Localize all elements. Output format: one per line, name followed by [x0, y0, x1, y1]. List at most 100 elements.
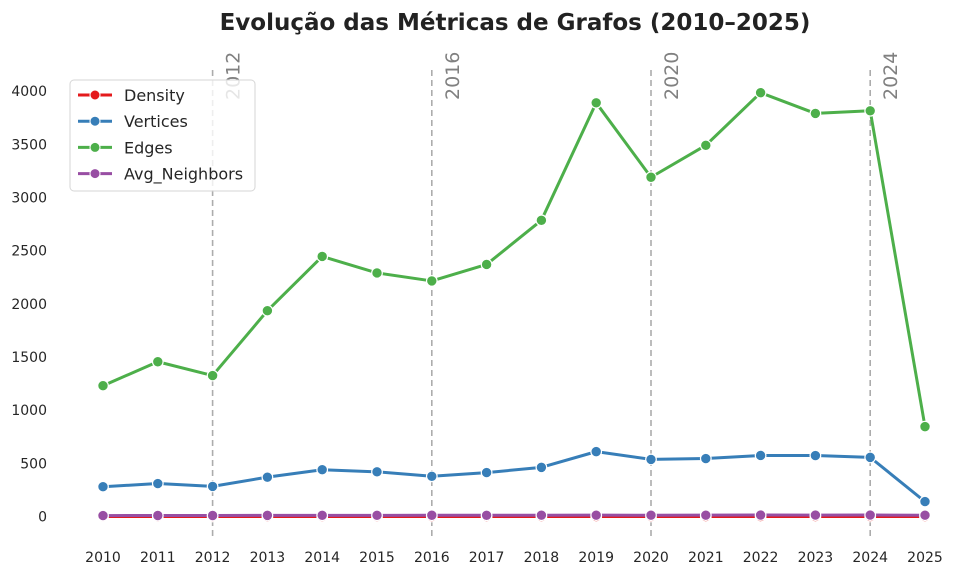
series-layer — [97, 86, 931, 523]
point-vertices-2018 — [535, 461, 548, 474]
series-avg-neighbors — [97, 509, 931, 522]
x-tick-label-2013: 2013 — [250, 550, 286, 566]
point-avg-neighbors-2020 — [645, 509, 657, 522]
point-vertices-2021 — [699, 452, 712, 465]
point-vertices-2011 — [151, 477, 164, 490]
y-axis: 0 500 1000 1500 2000 2500 3000 3500 4000 — [11, 84, 47, 525]
point-avg-neighbors-2016 — [425, 509, 438, 522]
point-avg-neighbors-2013 — [261, 509, 274, 522]
x-axis: 2010 2011 2012 2013 2014 2015 2016 2017 2018 2019… — [85, 550, 943, 566]
point-vertices-2025 — [919, 495, 931, 508]
x-tick-label-2020: 2020 — [633, 550, 669, 566]
point-avg-neighbors-2011 — [151, 509, 164, 522]
point-edges-2013 — [261, 304, 274, 317]
point-avg-neighbors-2021 — [699, 509, 712, 522]
x-tick-label-2012: 2012 — [195, 550, 231, 566]
point-vertices-2015 — [371, 465, 383, 478]
series-line-edges — [101, 91, 927, 429]
point-vertices-2020 — [645, 453, 657, 466]
y-tick-label-3500: 3500 — [11, 137, 47, 153]
point-vertices-2013 — [261, 471, 274, 484]
point-edges-2018 — [535, 214, 548, 227]
point-vertices-2022 — [754, 449, 767, 462]
legend-label-edges: Edges — [124, 138, 173, 157]
x-tick-label-2016: 2016 — [414, 550, 450, 566]
point-edges-2016 — [425, 275, 438, 287]
point-edges-2015 — [371, 267, 383, 279]
legend-item-avg-neighbors: Avg_Neighbors — [78, 165, 243, 185]
point-avg-neighbors-2017 — [480, 509, 493, 522]
legend-label-avg-neighbors: Avg_Neighbors — [124, 165, 243, 185]
y-tick-label-4000: 4000 — [11, 84, 47, 100]
point-vertices-2019 — [590, 445, 603, 458]
x-tick-label-2015: 2015 — [359, 550, 395, 566]
legend-swatch-marker-edges — [89, 141, 101, 153]
reference-lines: 2012 2016 2020 2024 — [211, 52, 902, 538]
x-tick-label-2025: 2025 — [907, 550, 943, 566]
x-tick-label-2017: 2017 — [469, 550, 505, 566]
point-edges-2025 — [919, 420, 931, 433]
legend-swatch-marker-vertices — [89, 115, 101, 127]
y-tick-label-500: 500 — [20, 456, 47, 472]
vline-label-2024: 2024 — [880, 52, 902, 100]
vline-label-2020: 2020 — [661, 52, 683, 100]
series-vertices — [97, 445, 931, 508]
x-tick-label-2021: 2021 — [688, 550, 724, 566]
series-line-vertices — [101, 450, 927, 504]
legend-swatch-marker-density — [89, 89, 101, 101]
chart-title: Evolução das Métricas de Grafos (2010–20… — [220, 10, 811, 36]
legend-item-vertices: Vertices — [78, 112, 188, 131]
x-tick-label-2023: 2023 — [798, 550, 834, 566]
x-tick-label-2022: 2022 — [743, 550, 779, 566]
legend-label-vertices: Vertices — [124, 112, 188, 131]
y-tick-label-0: 0 — [38, 510, 47, 526]
point-edges-2020 — [645, 171, 657, 184]
point-vertices-2024 — [864, 451, 877, 464]
y-tick-label-1000: 1000 — [11, 403, 47, 419]
point-avg-neighbors-2015 — [371, 509, 383, 522]
point-edges-2014 — [316, 250, 329, 263]
x-tick-label-2014: 2014 — [304, 550, 340, 566]
series-edges — [97, 86, 931, 433]
point-avg-neighbors-2012 — [206, 509, 219, 522]
point-edges-2022 — [754, 86, 767, 99]
point-vertices-2017 — [480, 466, 493, 479]
y-tick-label-3000: 3000 — [11, 190, 47, 206]
x-tick-label-2010: 2010 — [85, 550, 121, 566]
point-edges-2023 — [809, 107, 822, 120]
point-edges-2017 — [480, 258, 493, 271]
legend: Density Vertices Edges Avg_Neighbors — [69, 79, 256, 192]
x-tick-label-2011: 2011 — [140, 550, 176, 566]
point-edges-2024 — [864, 104, 877, 117]
point-avg-neighbors-2010 — [97, 509, 109, 522]
legend-swatch-marker-avg-neighbors — [89, 168, 101, 180]
point-avg-neighbors-2023 — [809, 509, 822, 521]
legend-item-edges: Edges — [78, 138, 173, 157]
legend-frame — [69, 79, 256, 192]
point-vertices-2023 — [809, 449, 822, 462]
point-avg-neighbors-2019 — [590, 509, 603, 522]
point-vertices-2012 — [206, 480, 219, 493]
x-tick-label-2024: 2024 — [852, 550, 888, 566]
point-avg-neighbors-2018 — [535, 509, 548, 522]
point-edges-2010 — [97, 379, 109, 392]
x-tick-label-2018: 2018 — [524, 550, 560, 566]
point-vertices-2016 — [425, 470, 438, 483]
y-tick-label-2500: 2500 — [11, 244, 47, 260]
point-edges-2012 — [206, 369, 219, 382]
point-vertices-2010 — [97, 480, 109, 493]
vline-label-2016: 2016 — [442, 52, 464, 100]
y-tick-label-1500: 1500 — [11, 350, 47, 366]
legend-label-density: Density — [124, 86, 185, 105]
point-edges-2021 — [699, 139, 712, 152]
point-avg-neighbors-2022 — [754, 509, 767, 521]
series-line-avg-neighbors — [101, 513, 927, 518]
point-avg-neighbors-2014 — [316, 509, 329, 522]
y-tick-label-2000: 2000 — [11, 297, 47, 313]
x-tick-label-2019: 2019 — [578, 550, 614, 566]
point-vertices-2014 — [316, 463, 329, 476]
point-edges-2011 — [151, 355, 164, 368]
point-avg-neighbors-2024 — [864, 509, 877, 521]
